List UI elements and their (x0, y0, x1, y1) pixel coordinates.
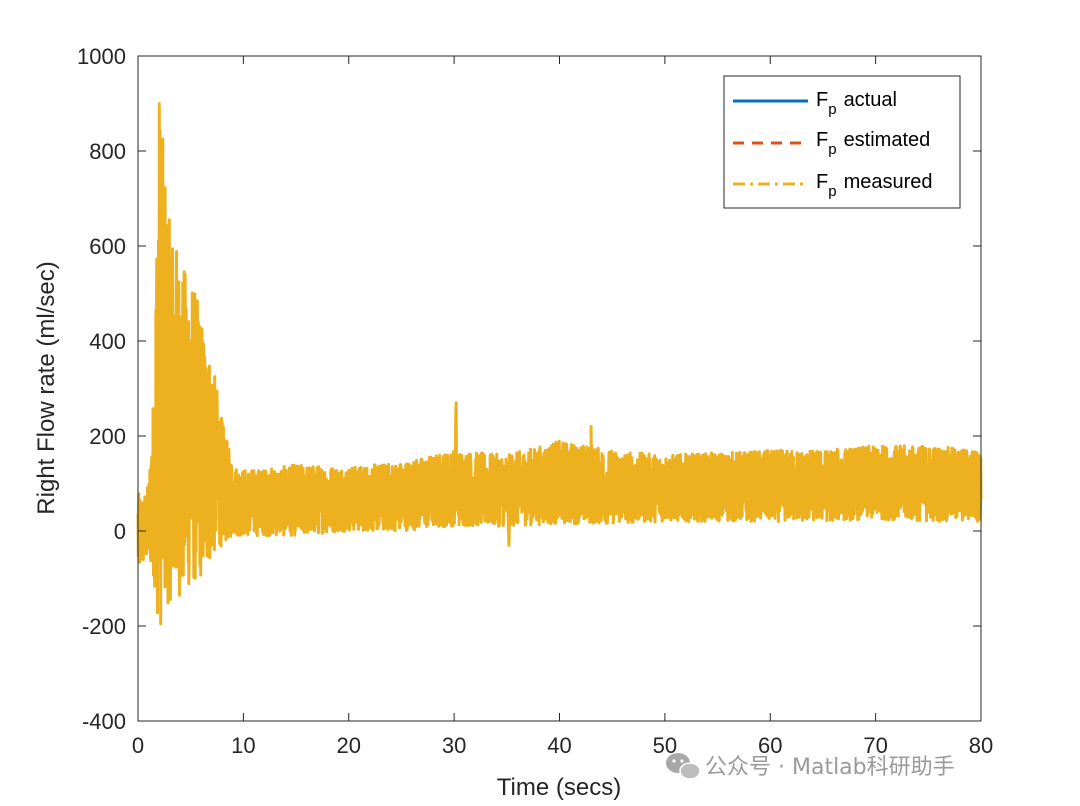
watermark-text: 公众号 · Matlab科研助手 (705, 755, 955, 780)
legend: Fp actual Fp estimated Fp measured (723, 75, 961, 209)
y-tick-label: 200 (89, 424, 126, 449)
y-tick-label: 0 (114, 519, 126, 544)
x-tick-label: 20 (337, 733, 361, 758)
wechat-icon (666, 753, 701, 780)
legend-box (723, 75, 961, 209)
legend-label-measured: measured (844, 171, 933, 193)
x-axis-ticks: 0 10 20 30 40 50 60 70 80 (132, 56, 993, 758)
y-tick-label: 400 (89, 329, 126, 354)
legend-subscript: p (828, 101, 836, 118)
legend-f: F (816, 89, 828, 111)
watermark: 公众号 · Matlab科研助手 (666, 753, 955, 780)
legend-label-estimated: estimated (844, 129, 931, 151)
legend-entry-measured: Fp measured (816, 171, 933, 200)
legend-f: F (816, 129, 828, 151)
legend-entry-actual: Fp actual (816, 89, 897, 118)
series-line-measured (136, 102, 983, 626)
y-tick-label: 1000 (77, 44, 126, 69)
y-axis-ticks: -400 -200 0 200 400 600 800 1000 (77, 44, 981, 734)
legend-subscript: p (828, 183, 836, 200)
y-tick-label: 600 (89, 234, 126, 259)
x-tick-label: 80 (969, 733, 993, 758)
x-axis-label: Time (secs) (497, 774, 621, 801)
y-tick-label: -400 (82, 709, 126, 734)
x-tick-label: 60 (758, 733, 782, 758)
legend-entry-estimated: Fp estimated (816, 129, 930, 158)
y-tick-label: 800 (89, 139, 126, 164)
x-tick-label: 50 (653, 733, 677, 758)
legend-subscript: p (828, 141, 836, 158)
y-tick-label: -200 (82, 614, 126, 639)
legend-label-actual: actual (844, 89, 897, 111)
x-tick-label: 70 (863, 733, 887, 758)
legend-f: F (816, 171, 828, 193)
x-tick-label: 10 (231, 733, 255, 758)
x-tick-label: 30 (442, 733, 466, 758)
x-tick-label: 0 (132, 733, 144, 758)
y-axis-label: Right Flow rate (ml/sec) (33, 261, 60, 514)
x-tick-label: 40 (547, 733, 571, 758)
plot-area (136, 102, 983, 626)
